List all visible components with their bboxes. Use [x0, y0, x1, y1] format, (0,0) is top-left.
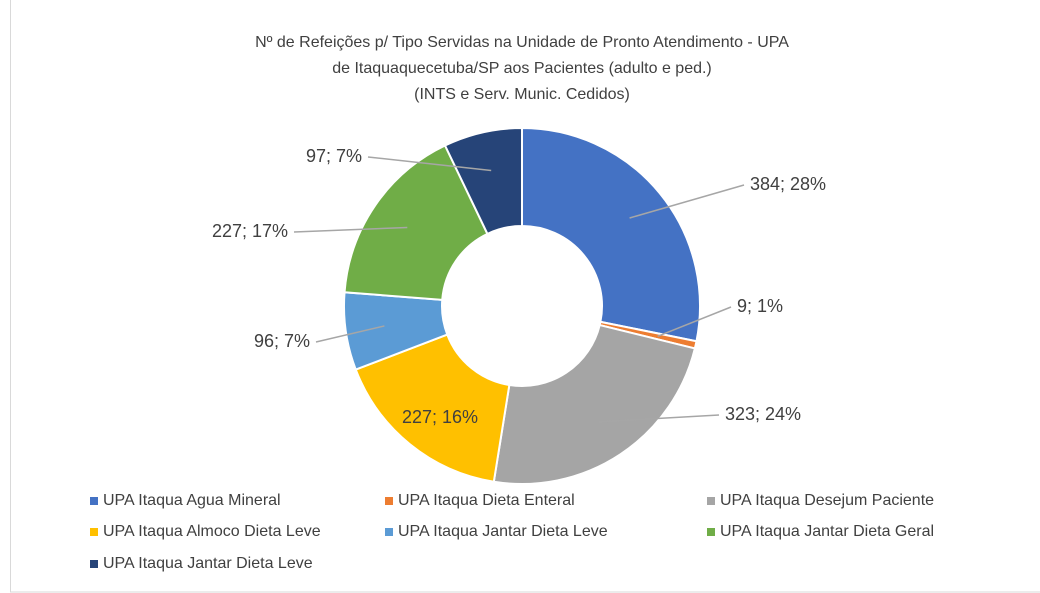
- leader-line: [598, 414, 720, 423]
- leader-line: [293, 226, 408, 233]
- chart-border: [10, 0, 1040, 593]
- legend-swatch: [385, 528, 393, 536]
- legend-label: UPA Itaqua Almoco Dieta Leve: [103, 523, 321, 540]
- legend-swatch: [707, 497, 715, 505]
- data-label: 384; 28%: [750, 174, 826, 194]
- leader-line: [367, 156, 492, 172]
- legend-swatch: [90, 497, 98, 505]
- legend-swatch: [90, 560, 98, 568]
- donut-slice: [343, 144, 489, 301]
- legend-label: UPA Itaqua Jantar Dieta Leve: [103, 555, 313, 572]
- legend-label: UPA Itaqua Agua Mineral: [103, 492, 281, 509]
- data-label: 323; 24%: [725, 404, 801, 424]
- data-label: 227; 17%: [212, 221, 288, 241]
- data-label: 9; 1%: [737, 296, 783, 316]
- legend-swatch: [385, 497, 393, 505]
- leader-line: [657, 306, 732, 338]
- legend-swatch: [707, 528, 715, 536]
- data-label: 227; 16%: [402, 407, 478, 427]
- chart-title: Nº de Refeições p/ Tipo Servidas na Unid…: [255, 34, 789, 51]
- donut-slice: [521, 126, 701, 343]
- chart-title: de Itaquaquecetuba/SP aos Pacientes (adu…: [332, 60, 712, 77]
- legend-label: UPA Itaqua Jantar Dieta Leve: [398, 523, 608, 540]
- donut-slice: [443, 126, 523, 236]
- data-label: 96; 7%: [254, 331, 310, 351]
- legend-label: UPA Itaqua Dieta Enteral: [398, 492, 575, 509]
- leader-line: [629, 184, 745, 219]
- donut-slice: [354, 333, 511, 483]
- leader-line: [315, 325, 385, 343]
- chart-title: (INTS e Serv. Munic. Cedidos): [414, 86, 630, 103]
- legend-label: UPA Itaqua Jantar Dieta Geral: [720, 523, 934, 540]
- legend-label: UPA Itaqua Desejum Paciente: [720, 492, 934, 509]
- data-label: 97; 7%: [306, 146, 362, 166]
- legend-swatch: [90, 528, 98, 536]
- donut-slice: [492, 323, 697, 485]
